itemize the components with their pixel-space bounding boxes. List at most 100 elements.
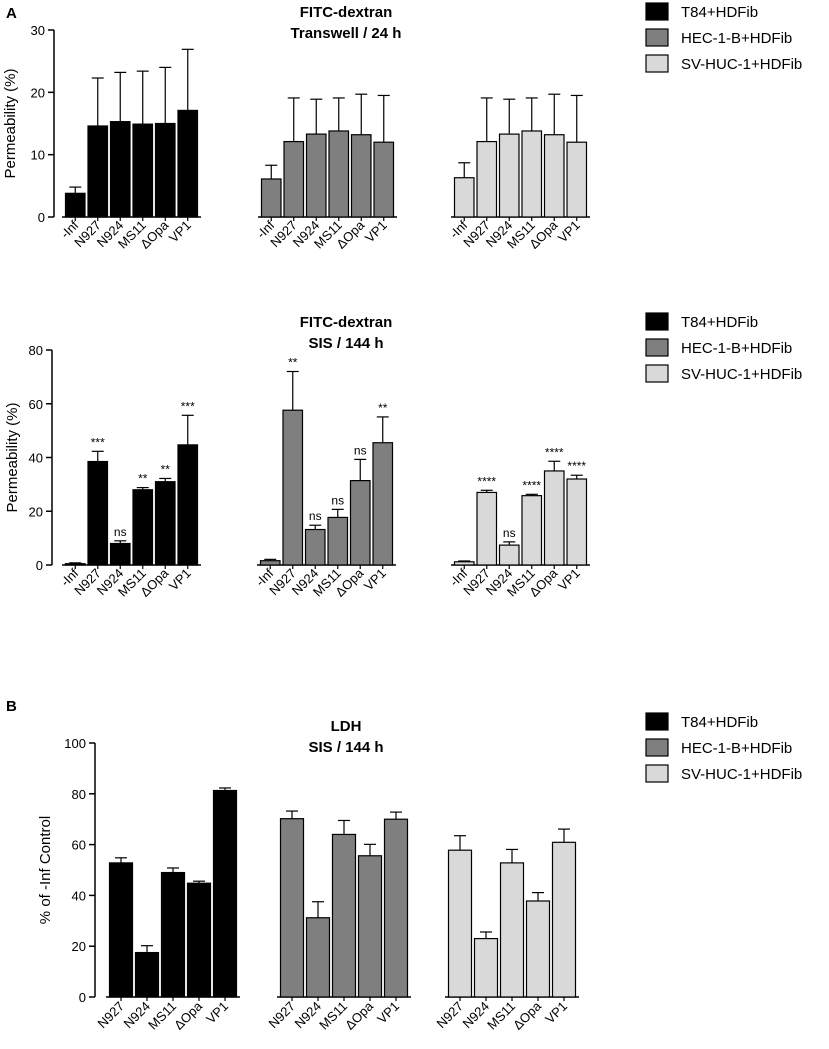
category-label: VP1 [555,218,583,246]
significance-label: ns [331,493,344,507]
legend-label: HEC-1-B+HDFib [681,340,792,357]
bar [282,409,304,566]
bar [283,140,305,218]
category-label: VP1 [374,999,402,1027]
bar [177,109,199,218]
y-tick-label: 20 [29,504,43,519]
bar [331,833,357,998]
bar [373,141,395,218]
y-tick-label: 30 [31,23,45,38]
significance-label: **** [477,474,496,488]
category-label: MS11 [316,999,350,1033]
category-label: N927 [95,999,128,1032]
category-label: VP1 [361,566,389,594]
category-label: ΔOpa [171,998,206,1033]
bar [499,862,525,998]
significance-label: **** [522,478,541,492]
bar [543,470,565,566]
bar [212,789,238,998]
bar [498,544,520,566]
bar [134,951,160,998]
bar [383,818,409,998]
category-label: VP1 [542,999,570,1027]
bar [543,134,565,218]
category-label: VP1 [203,999,231,1027]
legend-label: SV-HUC-1+HDFib [681,56,802,73]
bar [566,141,588,218]
legend-swatch [645,2,669,21]
bar [551,841,577,998]
bar [473,937,499,998]
bar [476,140,498,218]
category-label: VP1 [555,566,583,594]
significance-label: ** [138,472,148,486]
bar [327,516,349,566]
significance-label: ** [161,462,171,476]
bar [64,192,86,218]
panel-a-letter: A [6,5,17,22]
category-label: VP1 [362,218,390,246]
bar [357,855,383,998]
category-label: MS11 [145,999,179,1033]
category-label: ΔOpa [342,998,377,1033]
bar [447,849,473,998]
bar [259,560,281,566]
significance-label: ns [309,509,322,523]
y-tick-label: 20 [31,85,45,100]
category-label: MS11 [484,999,518,1033]
y-tick-label: 80 [72,787,86,802]
bar [476,491,498,566]
bar [566,478,588,566]
bar [108,862,134,998]
bar [260,178,282,218]
legend-label: HEC-1-B+HDFib [681,30,792,47]
legend-label: T84+HDFib [681,4,758,21]
significance-label: ** [378,401,388,415]
bar [109,121,131,218]
bar [154,481,176,566]
legend-label: HEC-1-B+HDFib [681,740,792,757]
significance-label: ns [114,525,127,539]
bar [350,134,372,218]
legend-swatch [645,364,669,383]
y-axis-label: Permeability (%) [4,402,21,512]
legend-label: SV-HUC-1+HDFib [681,366,802,383]
bar [372,442,394,566]
chart-2: FITC-dextran SIS / 144 h 0 20 40 60 80 Permeabi… [4,312,802,600]
legend-label: T84+HDFib [681,714,758,731]
bar [87,125,109,218]
legend-swatch [645,738,669,757]
bar [160,871,186,998]
y-tick-label: 0 [36,558,43,573]
legend-swatch [645,54,669,73]
significance-label: **** [567,459,586,473]
bar [132,123,154,218]
bar [87,460,109,566]
y-tick-label: 80 [29,343,43,358]
chart-subtitle: Transwell / 24 h [291,25,402,42]
y-axis-label: Permeability (%) [2,68,19,178]
bar [279,818,305,998]
y-tick-label: 60 [29,397,43,412]
chart-title: FITC-dextran [300,314,393,331]
chart-1: FITC-dextran Transwell / 24 h 0 10 20 30 Perme… [2,2,802,252]
y-axis-label: % of -Inf Control [37,816,54,924]
bar [304,528,326,566]
significance-label: *** [91,435,105,449]
y-tick-label: 10 [31,148,45,163]
significance-label: ns [354,443,367,457]
legend-label: SV-HUC-1+HDFib [681,766,802,783]
chart-title: FITC-dextran [300,4,393,21]
significance-label: **** [545,445,564,459]
bar [521,130,543,218]
chart-subtitle: SIS / 144 h [308,739,383,756]
y-tick-label: 20 [72,939,86,954]
bar [64,563,86,566]
significance-label: ** [288,356,298,370]
legend-swatch [645,28,669,47]
bar [177,444,199,566]
bar [453,561,475,566]
bar [109,542,131,566]
y-tick-label: 60 [72,838,86,853]
